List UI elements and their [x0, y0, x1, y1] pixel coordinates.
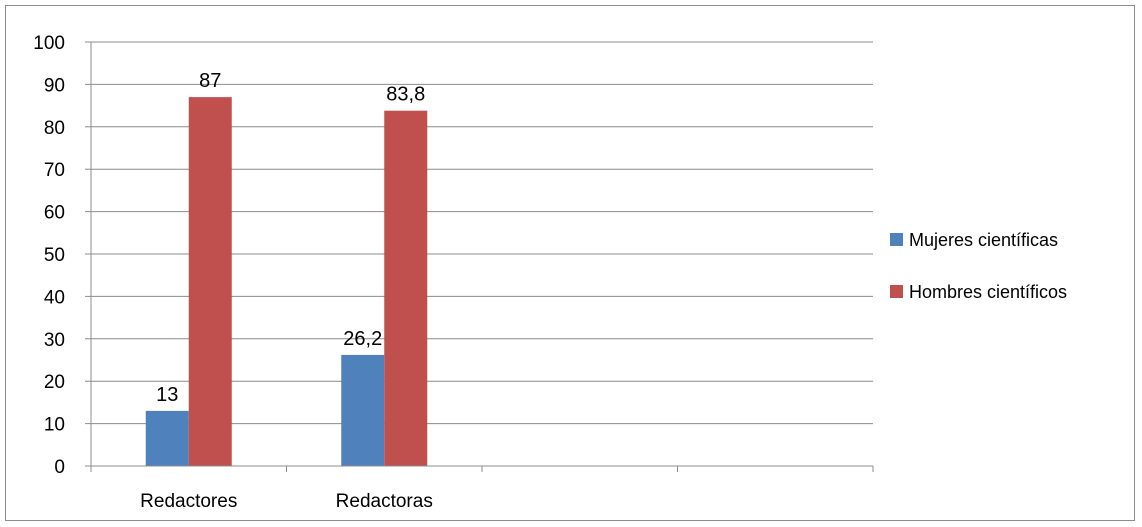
- y-axis-ticks: 0 10 20 30 40 50 60 70 80 90 100: [33, 33, 92, 478]
- y-tick-label: 100: [33, 33, 65, 54]
- bars: 13 87 26,2 83,8: [145, 70, 428, 467]
- legend-label: Mujeres científicas: [909, 230, 1058, 250]
- y-tick-label: 40: [44, 287, 65, 308]
- legend-label: Hombres científicos: [909, 282, 1067, 302]
- x-axis: Redactores Redactoras: [90, 465, 874, 512]
- y-tick-label: 10: [44, 415, 65, 436]
- y-tick-label: 50: [44, 245, 65, 266]
- data-label: 87: [199, 70, 221, 92]
- legend-swatch: [890, 285, 903, 298]
- legend-swatch: [890, 233, 903, 246]
- y-tick-label: 20: [44, 372, 65, 393]
- bar: [341, 354, 385, 466]
- y-tick-label: 90: [44, 75, 65, 96]
- bar: [188, 97, 232, 467]
- data-label: 13: [156, 384, 178, 406]
- x-category-label: Redactores: [140, 491, 237, 512]
- x-category-label: Redactoras: [336, 491, 433, 512]
- bar: [145, 410, 189, 466]
- legend: Mujeres científicas Hombres científicos: [890, 230, 1067, 302]
- data-label: 26,2: [343, 328, 382, 350]
- y-tick-label: 70: [44, 160, 65, 181]
- y-tick-label: 60: [44, 203, 65, 224]
- bar: [384, 110, 428, 467]
- y-tick-label: 0: [54, 457, 65, 478]
- y-tick-label: 80: [44, 118, 65, 139]
- data-label: 83,8: [386, 84, 425, 106]
- y-tick-label: 30: [44, 330, 65, 351]
